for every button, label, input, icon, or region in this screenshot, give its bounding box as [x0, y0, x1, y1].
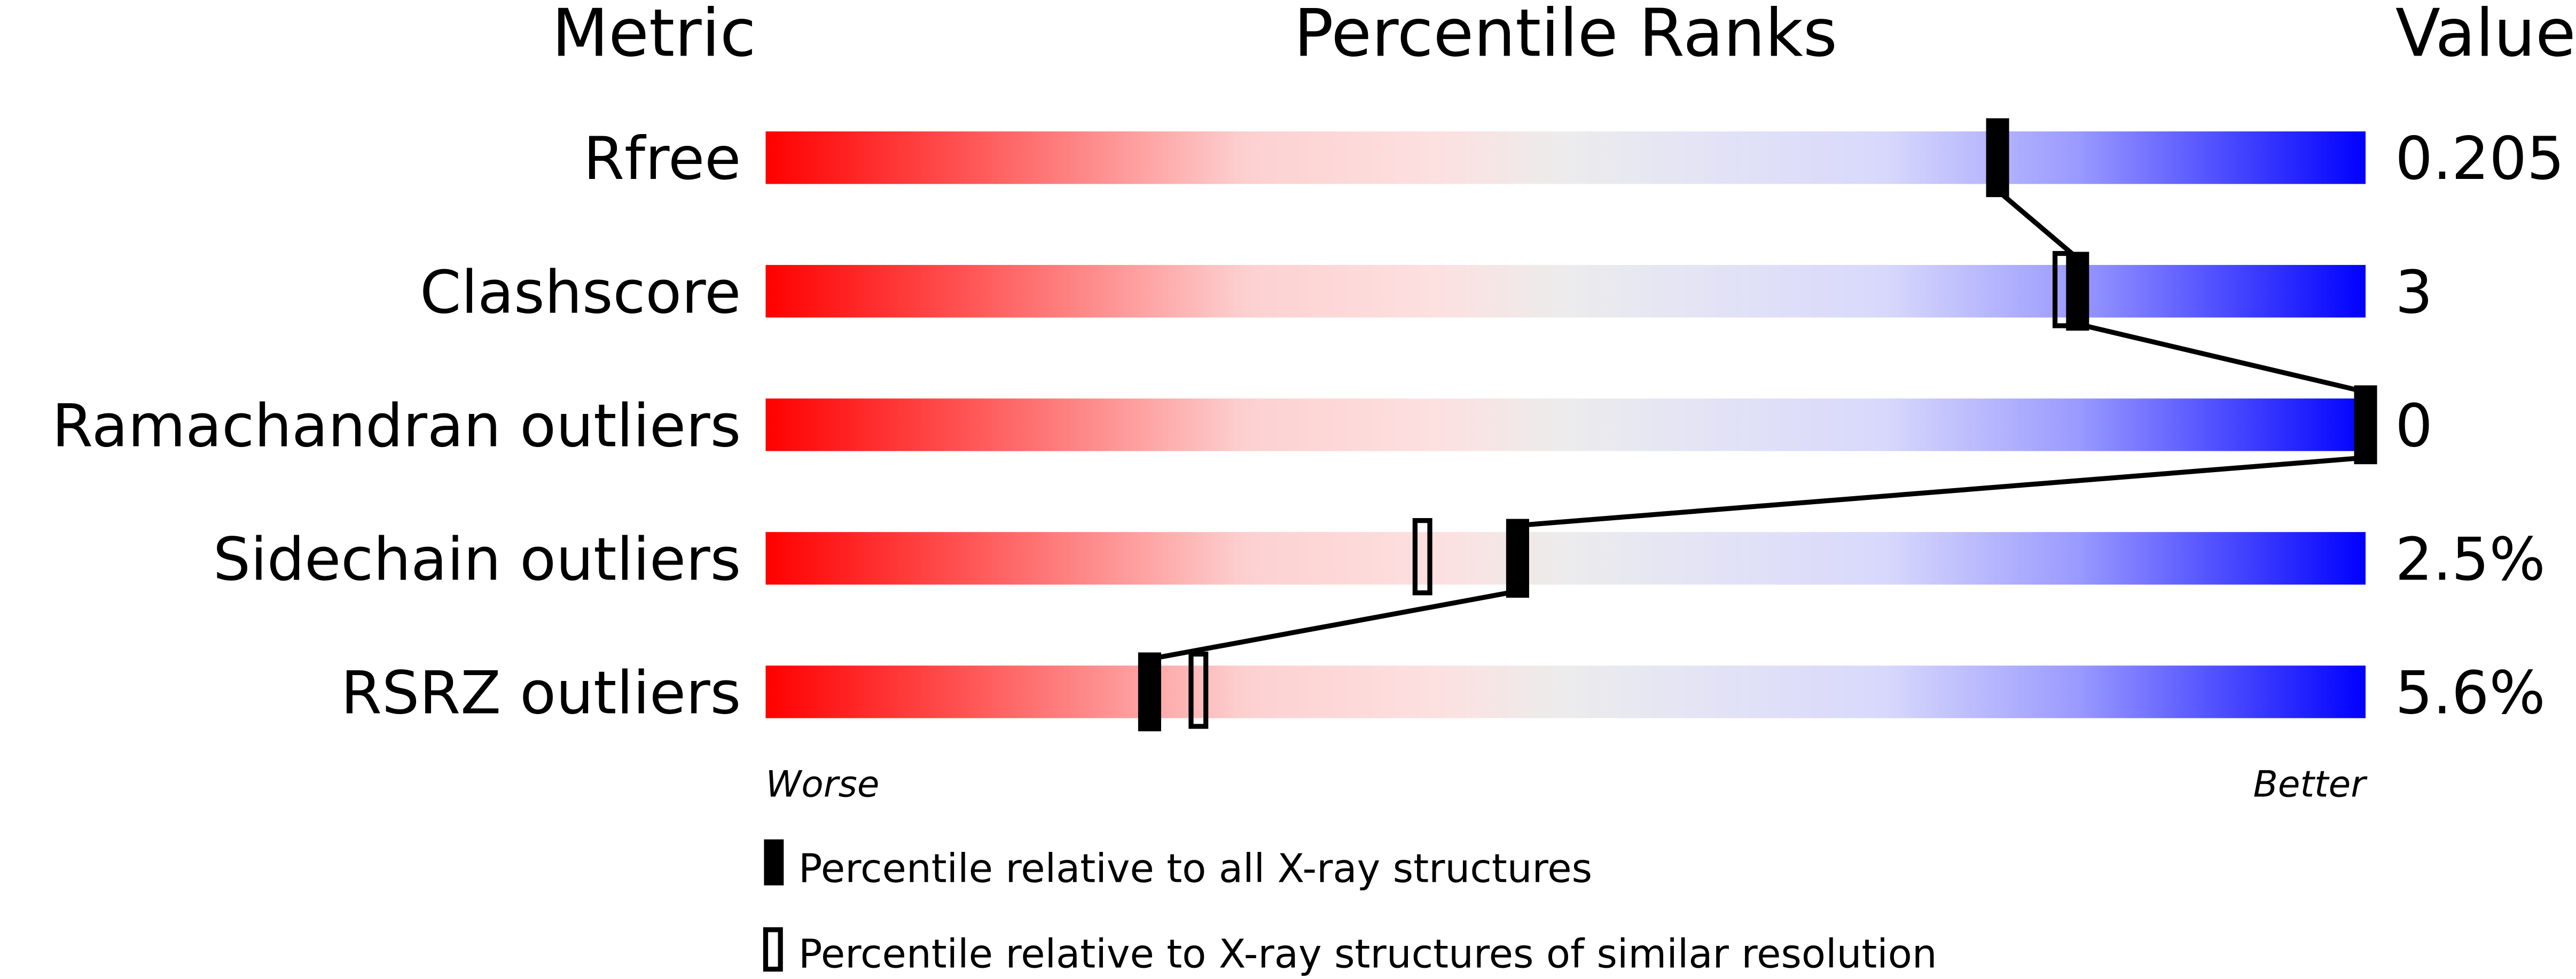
all-structures-marker [1986, 118, 2009, 198]
metric-value: 0.205 [2395, 124, 2564, 193]
header-value: Value [2395, 0, 2576, 72]
legend-similar-label: Percentile relative to X-ray structures … [798, 931, 1937, 977]
similar-resolution-marker [1188, 652, 1209, 729]
all-structures-marker [2354, 385, 2377, 465]
percentile-bar [765, 131, 2366, 184]
metric-value: 3 [2395, 258, 2432, 327]
legend-all-marker [764, 839, 784, 886]
metric-label: Rfree [583, 124, 741, 193]
metric-value: 2.5% [2395, 525, 2545, 594]
metric-label: Clashscore [420, 258, 741, 327]
legend-similar-marker [763, 927, 783, 972]
connector-line [1517, 455, 2366, 528]
all-structures-marker [1506, 519, 1529, 598]
percentile-bar [765, 665, 2366, 718]
metric-label: Ramachandran outliers [52, 391, 741, 460]
metric-value: 5.6% [2395, 659, 2545, 727]
connector-line [1996, 189, 2079, 261]
percentile-bar [765, 532, 2366, 585]
percentile-bar [765, 265, 2366, 318]
metric-value: 0 [2395, 391, 2432, 460]
all-structures-marker [1138, 652, 1161, 732]
metric-label: RSRZ outliers [341, 659, 741, 727]
percentile-bar [765, 398, 2366, 451]
header-percentile-ranks: Percentile Ranks [1294, 0, 1837, 72]
axis-better-label: Better [2253, 763, 2368, 805]
legend-all-label: Percentile relative to all X-ray structu… [798, 846, 1592, 892]
header-metric: Metric [552, 0, 756, 72]
metric-label: Sidechain outliers [213, 525, 741, 594]
connector-line [2077, 322, 2367, 395]
all-structures-marker [2066, 252, 2089, 331]
axis-worse-label: Worse [765, 763, 879, 805]
similar-resolution-marker [1412, 518, 1432, 596]
connector-line [1149, 589, 1518, 662]
